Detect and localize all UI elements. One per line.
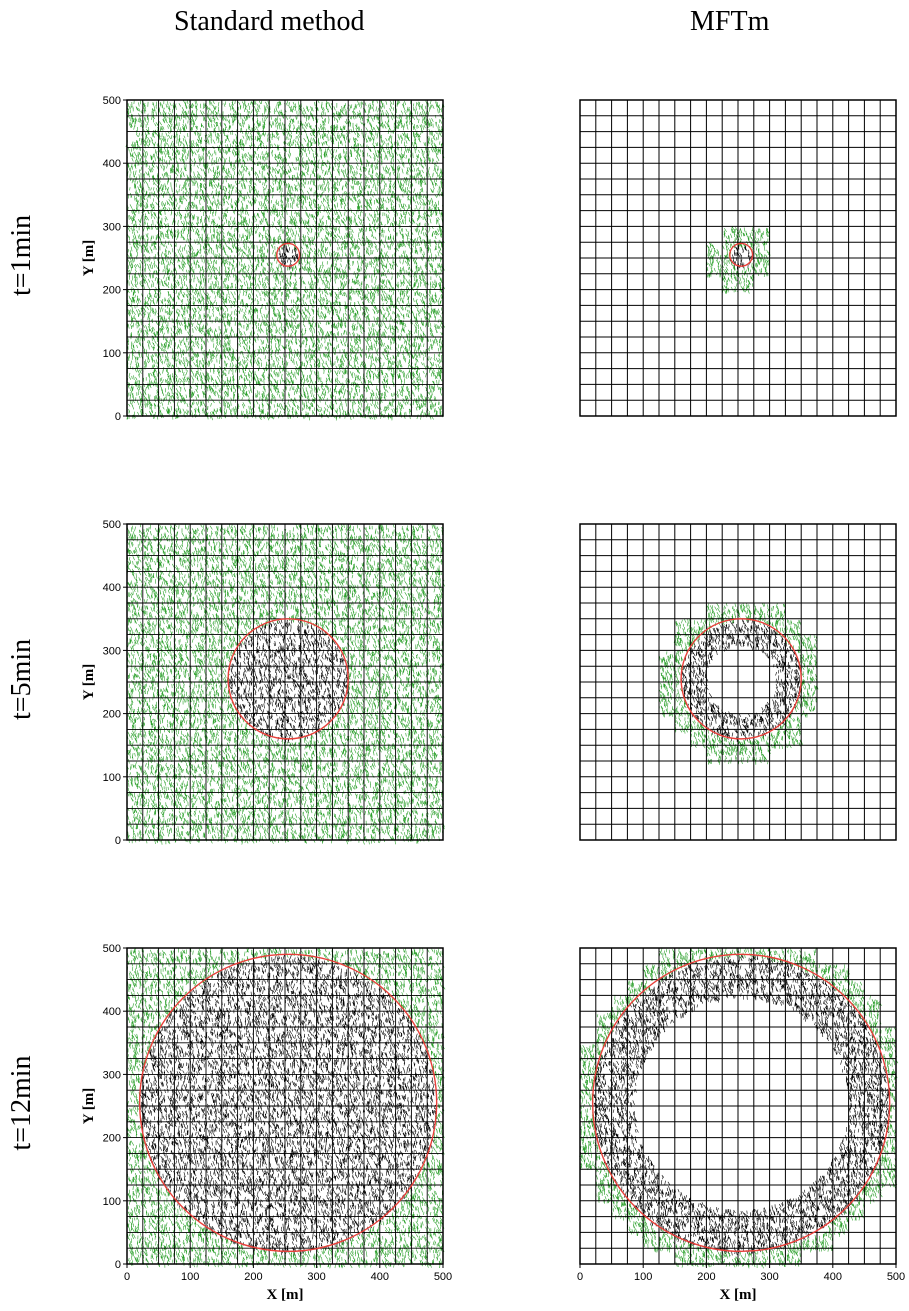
x-tick-label: 100: [634, 1271, 652, 1283]
fire-front: [276, 242, 301, 267]
panel-mftm-1min: [579, 99, 897, 417]
column-title-mftm: MFTm: [690, 6, 770, 37]
x-tick-label: 400: [824, 1271, 842, 1283]
y-tick-label: 100: [103, 348, 121, 360]
cell-grid: [126, 947, 444, 1265]
cell-grid: [579, 99, 897, 417]
y-axis-label: Y [m]: [81, 1088, 97, 1125]
cell-grid: [126, 523, 444, 841]
x-tick-label: 500: [434, 1271, 452, 1283]
plot-frame: [126, 947, 444, 1265]
y-tick-label: 300: [103, 221, 121, 233]
panel-standard-5min: 0 100 200 300 400 500 Y [m]: [81, 519, 445, 847]
y-tick-label: 200: [103, 285, 121, 297]
fire-front: [680, 618, 802, 740]
x-axis-label: X [m]: [266, 1287, 303, 1303]
y-tick-label: 100: [103, 772, 121, 784]
plot-frame: [126, 523, 444, 841]
plot-frame: [126, 99, 444, 417]
panel-standard-12min: 0 100 200 300 400 500 Y [m] 0 100 200 300 400 500 X […: [81, 943, 452, 1303]
cell-grid: [126, 99, 444, 417]
panel-mftm-5min: [579, 523, 897, 841]
y-tick-label: 300: [103, 1069, 121, 1081]
y-tick-label: 0: [115, 1259, 121, 1271]
fire-front: [729, 242, 754, 267]
y-axis-label: Y [m]: [81, 664, 97, 701]
row-title-12min: t=12min: [6, 1055, 37, 1151]
row-title-5min: t=5min: [6, 638, 37, 720]
x-tick-label: 300: [307, 1271, 325, 1283]
x-axis-label: X [m]: [719, 1287, 756, 1303]
y-tick-label: 0: [115, 411, 121, 423]
y-tick-label: 400: [103, 158, 121, 170]
x-tick-label: 0: [577, 1271, 583, 1283]
y-tick-label: 200: [103, 709, 121, 721]
fire-front: [591, 953, 891, 1253]
x-tick-label: 200: [244, 1271, 262, 1283]
y-tick-label: 400: [103, 1006, 121, 1018]
y-tick-label: 100: [103, 1196, 121, 1208]
fire-front: [138, 953, 438, 1253]
y-tick-label: 200: [103, 1133, 121, 1145]
y-tick-label: 400: [103, 582, 121, 594]
x-tick-label: 500: [887, 1271, 905, 1283]
plot-frame: [579, 947, 897, 1265]
burnt-hatching: [681, 618, 802, 742]
unburnt-hatching: [125, 99, 446, 421]
panel-standard-1min: 0 100 200 300 400 500 Y [m]: [81, 95, 446, 423]
y-tick-label: 500: [103, 95, 121, 107]
row-title-1min: t=1min: [6, 214, 37, 296]
fire-front: [227, 618, 349, 740]
cell-grid: [579, 523, 897, 841]
plot-frame: [579, 523, 897, 841]
y-tick-label: 500: [103, 519, 121, 531]
y-axis-label: Y [m]: [81, 240, 97, 277]
column-title-standard: Standard method: [174, 6, 365, 37]
x-tick-label: 200: [697, 1271, 715, 1283]
panel-mftm-12min: 0 100 200 300 400 500 X [m]: [577, 947, 905, 1303]
x-tick-label: 300: [760, 1271, 778, 1283]
y-tick-label: 0: [115, 835, 121, 847]
plot-frame: [579, 99, 897, 417]
y-tick-label: 500: [103, 943, 121, 955]
y-tick-label: 300: [103, 645, 121, 657]
x-tick-label: 400: [371, 1271, 389, 1283]
x-tick-label: 0: [124, 1271, 130, 1283]
x-tick-label: 100: [181, 1271, 199, 1283]
cell-grid: [579, 947, 897, 1265]
